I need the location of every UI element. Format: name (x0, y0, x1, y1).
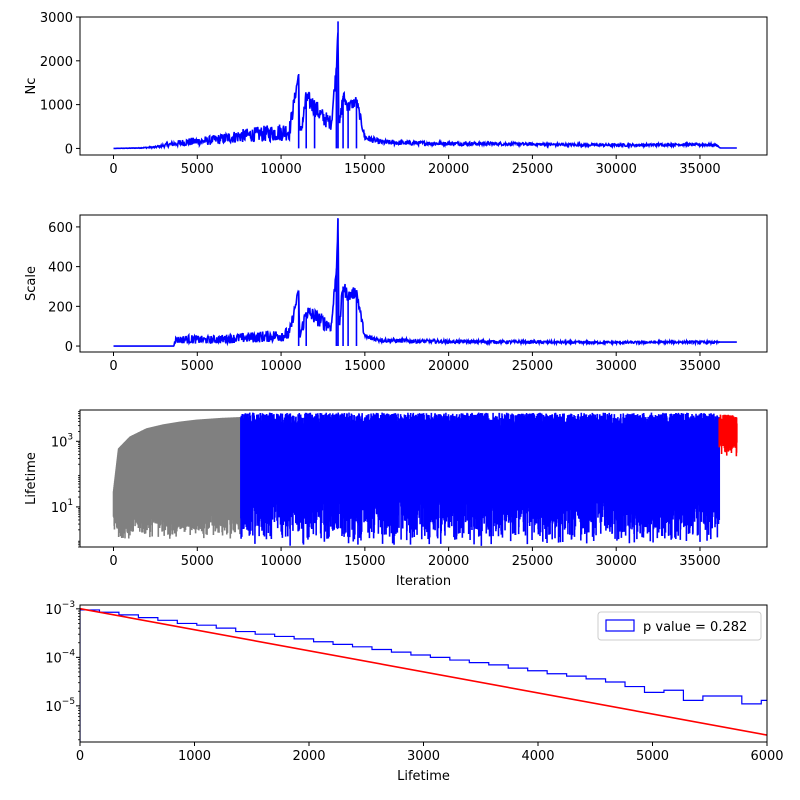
y-axis-label: Nc (24, 78, 39, 95)
x-tick-label: 25000 (512, 162, 553, 177)
x-tick-label: 6000 (750, 749, 783, 764)
x-tick-label: 5000 (181, 554, 214, 569)
y-tick-exponent: −5 (62, 697, 75, 707)
x-tick-label: 0 (109, 162, 117, 177)
y-tick-label: 1000 (40, 99, 73, 114)
legend-swatch (605, 619, 635, 632)
axes-frame (79, 409, 768, 548)
x-tick-label: 25000 (512, 554, 553, 569)
axes-frame (79, 214, 768, 353)
x-tick-label: 5000 (636, 749, 669, 764)
y-tick-label: 2000 (40, 55, 73, 70)
legend: p value = 0.282 (597, 611, 762, 641)
x-tick-label: 4000 (521, 749, 554, 764)
y-axis-label: Lifetime (24, 452, 39, 505)
plot-area (80, 607, 767, 742)
y-tick-exponent: 3 (67, 432, 73, 442)
x-tick-label: 1000 (178, 749, 211, 764)
scale-panel: 0 5000 10000 15000 20000 25000 30000 35000 0 200 4… (24, 214, 768, 374)
series-line (113, 218, 737, 347)
y-tick-label: 10 (45, 700, 62, 715)
histogram-steps (80, 609, 767, 742)
x-axis-label: Lifetime (397, 769, 450, 784)
x-tick-label: 10000 (260, 554, 301, 569)
x-tick-label: 0 (109, 554, 117, 569)
lifetime-series-0 (112, 417, 242, 539)
y-tick-label: 10 (51, 435, 68, 450)
x-tick-label: 5000 (181, 359, 214, 374)
y-tick-label: 10 (45, 651, 62, 666)
x-tick-label: 25000 (512, 359, 553, 374)
x-tick-label: 30000 (596, 162, 637, 177)
plot-area (113, 21, 737, 150)
x-tick-label: 20000 (428, 554, 469, 569)
x-tick-label: 0 (76, 749, 84, 764)
x-tick-label: 15000 (344, 162, 385, 177)
x-tick-label: 15000 (344, 554, 385, 569)
x-tick-label: 30000 (596, 554, 637, 569)
x-tick-label: 35000 (679, 554, 720, 569)
nc-panel: 0 5000 10000 15000 20000 25000 30000 35000 0 1000… (24, 11, 768, 177)
y-tick-label: 0 (65, 340, 73, 355)
y-tick-label: 0 (65, 142, 73, 157)
y-tick-exponent: −3 (62, 600, 75, 610)
lifetime-series-1 (240, 412, 721, 546)
legend-label: p value = 0.282 (643, 620, 747, 635)
y-tick-exponent: 1 (67, 498, 73, 508)
x-tick-label: 3000 (407, 749, 440, 764)
y-axis-label: Scale (24, 266, 39, 301)
y-tick-label: 400 (48, 261, 73, 276)
histogram-panel: p value = 0.282 0 1000 2000 3000 4000 5000 6000… (45, 600, 783, 784)
series-line (113, 21, 737, 150)
x-tick-label: 2000 (292, 749, 325, 764)
x-tick-label: 10000 (260, 359, 301, 374)
x-tick-label: 30000 (596, 359, 637, 374)
y-tick-label: 200 (48, 300, 73, 315)
y-tick-label: 10 (51, 501, 68, 516)
y-tick-exponent: −4 (62, 648, 76, 658)
x-tick-label: 0 (109, 359, 117, 374)
x-tick-label: 10000 (260, 162, 301, 177)
x-axis-label: Iteration (396, 574, 451, 589)
x-tick-label: 20000 (428, 359, 469, 374)
y-tick-label: 3000 (40, 11, 73, 26)
x-tick-label: 5000 (181, 162, 214, 177)
x-tick-label: 20000 (428, 162, 469, 177)
fit-line (80, 607, 767, 736)
legend-box (597, 611, 762, 641)
axes-frame (79, 16, 768, 156)
x-tick-label: 35000 (679, 359, 720, 374)
x-tick-label: 35000 (679, 162, 720, 177)
y-tick-label: 600 (48, 221, 73, 236)
x-tick-label: 15000 (344, 359, 385, 374)
y-tick-label: 10 (45, 603, 62, 618)
plot-area (112, 412, 738, 546)
lifetime-series-2 (718, 414, 738, 457)
plot-area (113, 218, 737, 347)
